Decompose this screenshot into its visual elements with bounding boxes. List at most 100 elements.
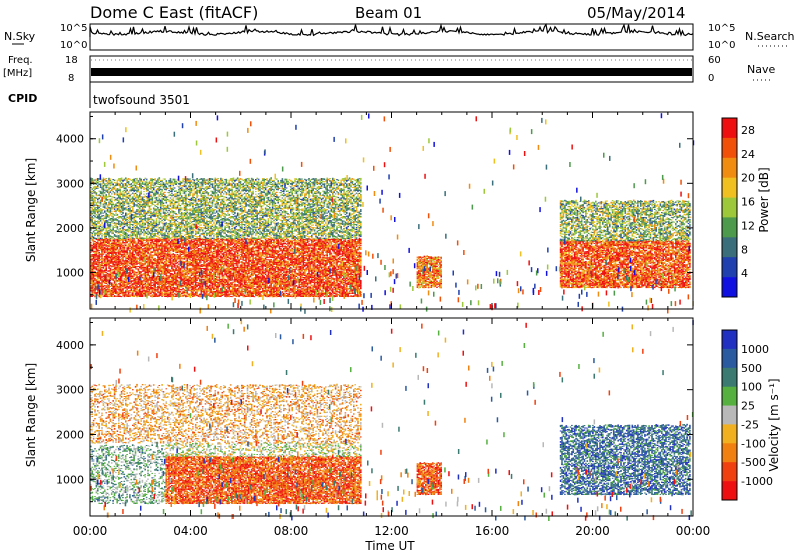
echo-cell (131, 289, 133, 291)
echo-cell (104, 269, 106, 270)
echo-cell (103, 265, 105, 266)
echo-cell (124, 296, 126, 297)
echo-cell (124, 275, 126, 276)
echo-cell (125, 256, 127, 257)
echo-cell (111, 247, 113, 249)
echo-cell (124, 282, 126, 283)
echo-cell (96, 242, 98, 243)
echo-cell (111, 278, 113, 279)
echo-cell (100, 274, 102, 275)
echo-cell (115, 244, 117, 246)
echo-cell (132, 257, 134, 258)
echo-cell (115, 285, 117, 286)
echo-cell (105, 267, 107, 269)
echo-cell (126, 283, 128, 284)
echo-cell (133, 241, 135, 242)
echo-cell (121, 262, 123, 263)
echo-cell (119, 265, 121, 266)
echo-cell (110, 253, 112, 254)
echo-cell (122, 290, 124, 292)
echo-cell (128, 273, 130, 275)
echo-cell (93, 254, 95, 255)
echo-cell (104, 239, 106, 241)
echo-cell (125, 242, 127, 243)
echo-cell (111, 246, 113, 247)
echo-cell (125, 284, 127, 285)
echo-cell (121, 293, 123, 294)
echo-cell (112, 275, 114, 276)
echo-cell (107, 240, 109, 241)
echo-cell (117, 286, 119, 287)
echo-cell (124, 278, 126, 280)
echo-cell (112, 287, 114, 289)
echo-cell (135, 292, 137, 293)
echo-cell (124, 272, 126, 274)
echo-cell (111, 296, 113, 297)
echo-cell (118, 294, 120, 295)
echo-cell (104, 259, 106, 261)
echo-cell (124, 260, 126, 261)
echo-cell (125, 265, 127, 266)
echo-cell (117, 261, 119, 262)
echo-cell (105, 293, 107, 295)
echo-cell (111, 259, 113, 261)
echo-cell (118, 260, 120, 261)
echo-cell (138, 251, 140, 252)
echo-cell (118, 255, 120, 256)
echo-cell (111, 276, 113, 277)
echo-cell (96, 244, 98, 246)
echo-cell (94, 262, 96, 263)
echo-cell (111, 284, 113, 286)
echo-cell (98, 262, 100, 263)
echo-cell (110, 257, 112, 259)
echo-cell (101, 242, 103, 243)
echo-cell (135, 295, 137, 296)
echo-cell (94, 291, 96, 292)
echo-cell (122, 247, 124, 248)
echo-cell (131, 269, 133, 270)
echo-cell (97, 257, 99, 259)
echo-cell (129, 288, 131, 289)
echo-cell (118, 263, 120, 265)
echo-cell (93, 264, 95, 265)
nave-label: Nave (747, 63, 775, 76)
echo-cell (114, 242, 116, 244)
echo-cell (125, 294, 127, 295)
echo-cell (101, 246, 103, 248)
echo-cell (136, 282, 138, 283)
echo-cell (108, 267, 110, 268)
echo-cell (101, 280, 103, 282)
echo-cell (122, 258, 124, 259)
echo-cell (110, 289, 112, 290)
echo-cell (132, 285, 134, 286)
echo-cell (118, 262, 120, 264)
echo-cell (111, 266, 113, 267)
echo-cell (118, 244, 120, 246)
echo-cell (96, 258, 98, 260)
echo-cell (94, 278, 96, 280)
echo-cell (97, 258, 99, 260)
echo-cell (103, 245, 105, 246)
echo-cell (97, 253, 99, 255)
echo-cell (136, 289, 138, 290)
echo-cell (138, 266, 140, 267)
echo-cell (96, 249, 98, 250)
echo-cell (98, 247, 100, 249)
echo-cell (98, 271, 100, 273)
echo-cell (94, 280, 96, 281)
echo-cell (107, 252, 109, 253)
echo-cell (110, 250, 112, 251)
echo-cell (139, 293, 141, 295)
echo-cell (107, 282, 109, 283)
echo-cell (105, 283, 107, 284)
echo-cell (119, 240, 121, 242)
echo-cell (124, 285, 126, 286)
echo-cell (111, 270, 113, 271)
echo-cell (100, 275, 102, 277)
nave-tick-high: 60 (708, 55, 721, 66)
echo-cell (93, 242, 95, 243)
echo-cell (124, 281, 126, 282)
echo-cell (136, 244, 138, 246)
echo-cell (133, 290, 135, 292)
echo-cell (111, 243, 113, 244)
